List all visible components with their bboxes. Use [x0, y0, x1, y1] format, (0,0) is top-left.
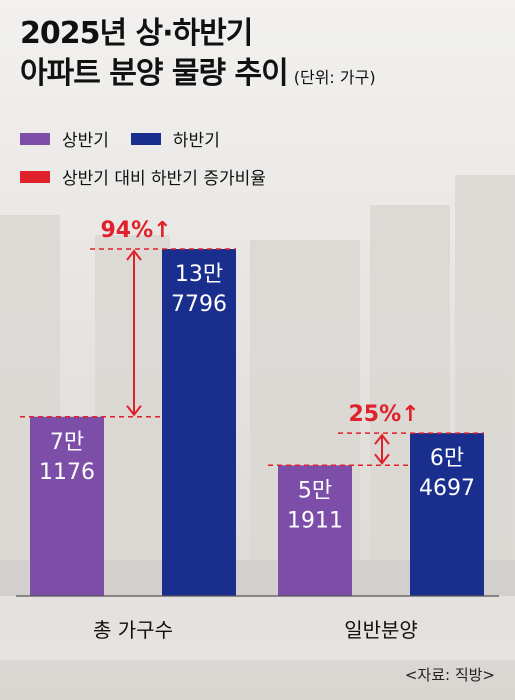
source-note: <자료: 직방> [404, 666, 495, 684]
data-label: 13만 7796 [171, 262, 227, 317]
title-line2: 아파트 분양 물량 추이 [20, 56, 289, 91]
legend-label-second-half: 하반기 [172, 131, 220, 151]
data-label: 5만 1911 [287, 478, 343, 533]
increase-arrow-head [126, 405, 142, 417]
increase-label: 25%↑ [348, 402, 419, 427]
increase-label: 94%↑ [100, 218, 171, 243]
title-line1: 2025년 상·하반기 [20, 16, 253, 51]
category-label: 총 가구수 [93, 618, 173, 642]
legend-swatch-second-half [130, 132, 161, 145]
unit-label: (단위: 가구) [293, 68, 376, 87]
category-label: 일반분양 [344, 618, 418, 642]
bar-second-half [162, 249, 236, 596]
increase-arrow-head [374, 433, 390, 445]
bar-first-half [30, 416, 104, 596]
chart-title: 2025년 상·하반기 아파트 분양 물량 추이 (단위: 가구) [20, 14, 376, 98]
increase-arrow-head [374, 453, 390, 465]
legend-item-first-half: 상반기 하반기 [20, 126, 220, 151]
increase-arrow-head [126, 249, 142, 261]
data-label: 6만 4697 [419, 446, 475, 501]
bar-first-half [278, 465, 352, 596]
legend-label-increase: 상반기 대비 하반기 증가비율 [62, 169, 266, 189]
legend-swatch-increase [20, 170, 50, 183]
legend-item-increase: 상반기 대비 하반기 증가비율 [20, 164, 266, 189]
bar-second-half [410, 433, 484, 596]
data-label: 7만 1176 [39, 430, 95, 485]
legend-label-first-half: 상반기 [62, 131, 109, 151]
legend-swatch-first-half [20, 132, 50, 145]
